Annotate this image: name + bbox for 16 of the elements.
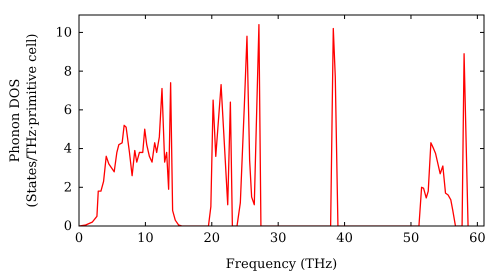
x-tick-label: 60 [469,231,486,246]
y-tick-label: 4 [64,142,72,157]
x-tick-label: 10 [137,231,154,246]
x-tick-label: 50 [402,231,420,246]
y-tick-label: 8 [64,64,72,80]
x-axis-title: Frequency (THz) [226,257,338,272]
y-tick-label: 6 [64,103,72,118]
y-tick-label: 10 [55,26,72,41]
x-tick-label: 40 [336,231,353,246]
x-tick-label: 20 [204,231,220,246]
x-tick-label: 30 [270,231,286,246]
line-series [79,24,469,226]
y-axis-title: Phonon DOS (States/THz·primitive cell) [8,33,40,208]
y-tick-label: 0 [64,219,72,234]
y-tick-label: 2 [64,180,72,196]
x-tick-label: 0 [74,231,84,246]
